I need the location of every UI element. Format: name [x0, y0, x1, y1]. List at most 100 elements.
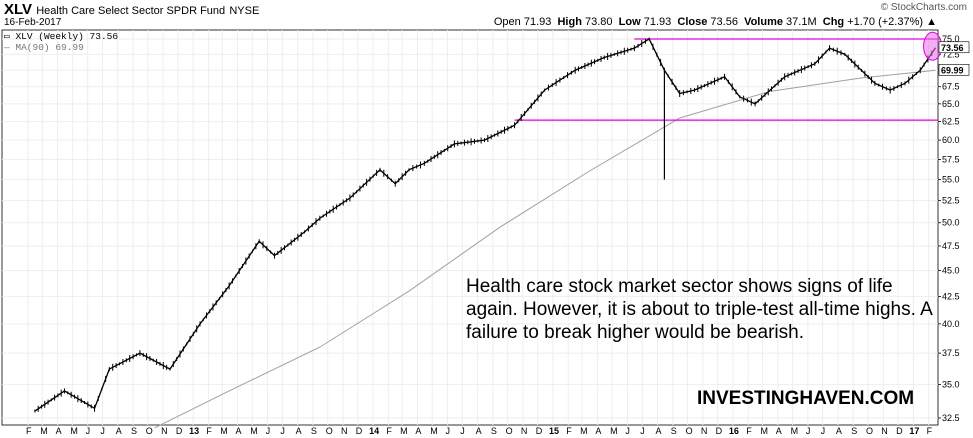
x-tick-label: J	[460, 426, 465, 436]
x-tick-label: N	[161, 426, 168, 436]
reference-lines	[514, 38, 938, 121]
x-tick-label: O	[866, 426, 873, 436]
legend-ma: — MA(90) 69.99	[4, 42, 84, 53]
y-tick-label: 35.0	[942, 379, 960, 389]
close-value: 73.56	[710, 16, 738, 28]
watermark: © StockCharts.com	[880, 2, 967, 13]
x-tick-label: A	[836, 426, 842, 436]
x-tick-label: 14	[369, 426, 379, 436]
y-tick-label: 37.5	[942, 348, 960, 358]
x-axis: F M A M J J A S O N D 13 F M A M J J A S O N D 14 F M A M J J A S O N D 15 F…	[26, 426, 933, 436]
chart-title: XLV Health Care Select Sector SPDR Fund …	[4, 1, 259, 18]
low-value: 71.93	[643, 16, 672, 28]
y-tick-label: 65.0	[942, 99, 960, 109]
x-tick-label: A	[415, 426, 421, 436]
x-tick-label: S	[491, 426, 497, 436]
y-axis: 32.5 35.0 37.5 40.0 42.5 45.0 47.5 50.0 52.5 55.0…	[938, 34, 960, 423]
x-tick-label: D	[176, 426, 183, 436]
y-tick-label: 62.5	[942, 117, 960, 127]
x-tick-label: 17	[909, 426, 919, 436]
x-tick-label: M	[610, 426, 618, 436]
x-tick-label: A	[776, 426, 782, 436]
x-tick-label: J	[640, 426, 645, 436]
chart-grid	[1, 29, 939, 426]
x-tick-label: J	[100, 426, 105, 436]
x-tick-label: 15	[549, 426, 559, 436]
volume-label: Volume	[744, 16, 783, 28]
x-tick-label: S	[131, 426, 137, 436]
y-tick-label: 40.0	[942, 319, 960, 329]
y-tick-label: 50.0	[942, 218, 960, 228]
x-tick-label: F	[386, 426, 392, 436]
y-tick-label: 75.0	[942, 34, 960, 44]
value-tags: 69.99 73.56	[923, 31, 970, 76]
legend-ma-text: MA(90) 69.99	[15, 42, 84, 53]
x-tick-label: J	[821, 426, 826, 436]
y-tick-label: 47.5	[942, 241, 960, 251]
y-tick-label: 55.0	[942, 175, 960, 185]
x-tick-label: S	[671, 426, 677, 436]
fund-name: Health Care Select Sector SPDR Fund	[36, 5, 226, 17]
x-tick-label: M	[761, 426, 769, 436]
x-tick-label: 16	[729, 426, 739, 436]
x-tick-label: M	[40, 426, 48, 436]
x-tick-label: M	[430, 426, 438, 436]
x-tick-label: 13	[189, 426, 199, 436]
x-tick-label: A	[56, 426, 62, 436]
x-tick-label: N	[521, 426, 528, 436]
x-tick-label: O	[686, 426, 693, 436]
ma-layer	[154, 69, 936, 429]
ma-line	[154, 69, 936, 429]
plot-frame	[1, 29, 939, 426]
x-tick-label: M	[220, 426, 228, 436]
x-tick-label: J	[266, 426, 271, 436]
x-tick-label: A	[116, 426, 122, 436]
x-tick-label: J	[446, 426, 451, 436]
change-value: +1.70 (+2.37%)	[847, 16, 924, 28]
ticker-symbol: XLV	[4, 1, 33, 18]
x-tick-label: A	[595, 426, 601, 436]
y-tick-label: 52.5	[942, 196, 960, 206]
x-tick-label: S	[311, 426, 317, 436]
legend-ma-swatch-icon: —	[4, 42, 10, 53]
x-tick-label: M	[250, 426, 258, 436]
x-tick-label: A	[476, 426, 482, 436]
ma-value-tag: 69.99	[941, 65, 964, 75]
x-tick-label: O	[326, 426, 333, 436]
x-tick-label: A	[236, 426, 242, 436]
price-line	[34, 38, 937, 412]
x-tick-label: F	[566, 426, 572, 436]
x-tick-label: J	[280, 426, 285, 436]
y-tick-label: 42.5	[942, 291, 960, 301]
chart-date: 16-Feb-2017	[4, 17, 62, 28]
ma-value-tag-box	[938, 64, 970, 76]
x-tick-label: M	[70, 426, 78, 436]
x-tick-label: N	[701, 426, 708, 436]
x-tick-label: F	[746, 426, 752, 436]
x-tick-label: O	[506, 426, 513, 436]
x-tick-label: D	[896, 426, 903, 436]
x-tick-label: N	[341, 426, 348, 436]
x-tick-label: D	[536, 426, 543, 436]
change-arrow-icon: ▲	[926, 16, 937, 28]
x-tick-label: D	[716, 426, 723, 436]
x-tick-label: O	[146, 426, 153, 436]
x-tick-label: A	[296, 426, 302, 436]
x-tick-label: M	[791, 426, 799, 436]
x-tick-label: A	[656, 426, 662, 436]
high-value: 73.80	[585, 16, 613, 28]
exchange-label: NYSE	[229, 5, 260, 17]
x-tick-label: F	[206, 426, 212, 436]
y-tick-label: 67.5	[942, 82, 960, 92]
price-layer	[34, 37, 937, 413]
last-value-tag-box	[938, 41, 970, 54]
y-tick-label: 32.5	[942, 413, 960, 423]
open-value: 71.93	[523, 16, 552, 28]
last-value-tag: 73.56	[941, 43, 964, 53]
high-label: High	[557, 16, 582, 28]
open-label: Open	[493, 16, 521, 28]
brand-watermark: INVESTINGHAVEN.COM	[697, 388, 915, 409]
legend-price-text: XLV (Weekly) 73.56	[15, 31, 119, 42]
x-tick-label: J	[625, 426, 630, 436]
